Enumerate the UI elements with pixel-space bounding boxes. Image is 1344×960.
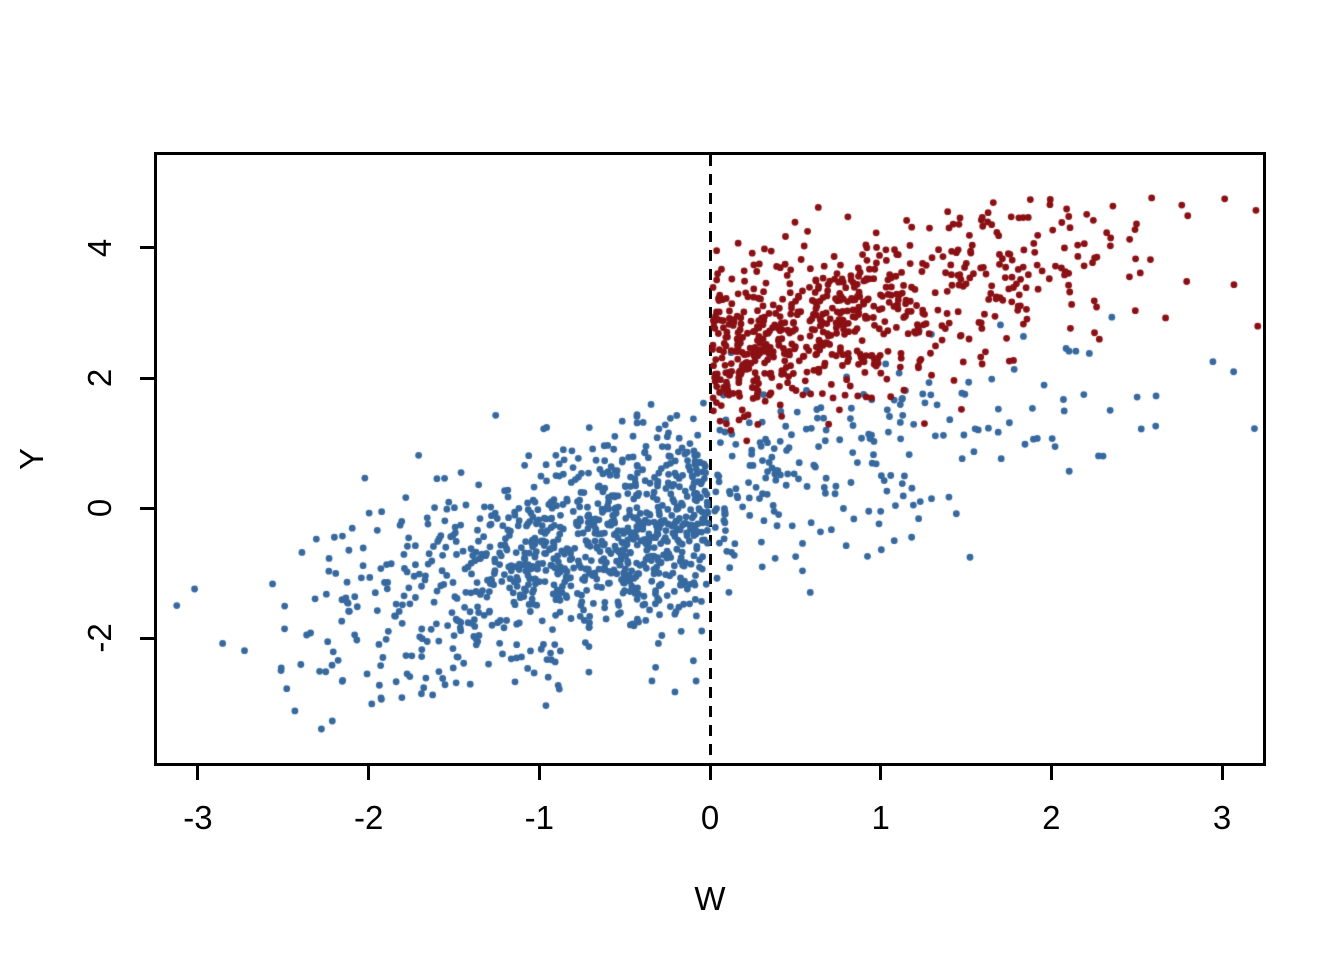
scatter-canvas [157, 155, 1263, 763]
y-tick-label: 2 [81, 368, 118, 388]
plot-box [154, 152, 1266, 766]
x-tick-label: -1 [524, 799, 554, 836]
x-tick-mark [1049, 766, 1053, 780]
x-tick-mark [196, 766, 200, 780]
x-tick-label: -2 [353, 799, 384, 836]
x-tick-label: 2 [1042, 799, 1061, 836]
y-axis-title: Y [13, 447, 50, 471]
x-tick-mark [879, 766, 883, 780]
x-tick-label: 3 [1212, 799, 1232, 836]
y-tick-mark [140, 506, 154, 510]
y-tick-label: 0 [81, 498, 118, 518]
x-tick-label: -3 [183, 799, 213, 836]
y-tick-label: 4 [81, 238, 118, 258]
y-tick-label: -2 [81, 623, 118, 653]
y-tick-mark [140, 376, 154, 380]
x-axis-title: W [694, 880, 726, 917]
x-tick-mark [537, 766, 541, 780]
x-tick-mark [367, 766, 371, 780]
x-tick-mark [708, 766, 712, 780]
x-tick-label: 0 [700, 799, 720, 836]
y-tick-mark [140, 636, 154, 640]
x-tick-label: 1 [871, 799, 890, 836]
x-tick-mark [1220, 766, 1224, 780]
y-tick-mark [140, 246, 154, 250]
